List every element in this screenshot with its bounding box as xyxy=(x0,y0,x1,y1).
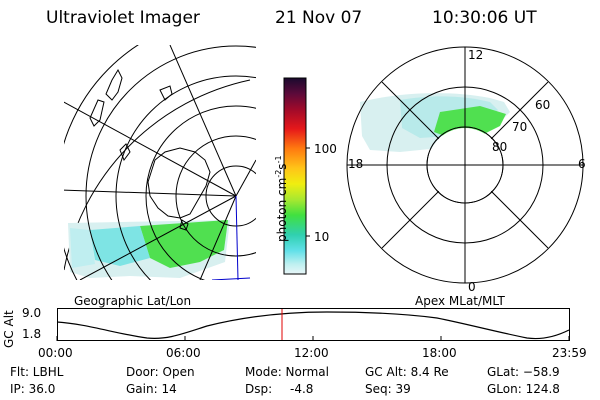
info-gain: Gain: 14 xyxy=(126,382,177,396)
lat-label-70: 70 xyxy=(512,120,528,134)
date-label: 21 Nov 07 xyxy=(275,8,363,28)
colorbar-tick-10: 10 xyxy=(314,230,330,244)
info-dsp-value: -4.8 xyxy=(290,382,314,396)
altitude-ylabel: GC Alt xyxy=(2,310,16,348)
lat-label-60: 60 xyxy=(535,98,551,112)
instrument-title: Ultraviolet Imager xyxy=(46,8,200,28)
info-glon: GLon: 124.8 xyxy=(487,382,560,396)
altitude-xtick-0: 00:00 xyxy=(38,346,73,360)
info-gc-alt: GC Alt: 8.4 Re xyxy=(365,365,449,379)
info-seq: Seq: 39 xyxy=(365,382,411,396)
info-mode: Mode: Normal xyxy=(245,365,329,379)
colorbar-tick-100: 100 xyxy=(314,142,337,156)
mlt-label-0: 0 xyxy=(468,280,476,294)
mlt-label-6: 6 xyxy=(578,157,586,171)
mlt-label-18: 18 xyxy=(348,157,364,171)
geographic-map xyxy=(64,45,256,280)
time-label: 10:30:06 UT xyxy=(432,8,537,28)
mlt-label-12: 12 xyxy=(468,48,484,62)
lat-label-80: 80 xyxy=(492,140,508,154)
info-filter: Flt: LBHL xyxy=(10,365,64,379)
info-door: Door: Open xyxy=(126,365,195,379)
altitude-xtick-4: 23:59 xyxy=(552,346,587,360)
altitude-plot xyxy=(56,308,570,341)
altitude-xtick-1: 06:00 xyxy=(166,346,201,360)
altitude-ytick-high: 9.0 xyxy=(22,306,42,320)
polar-plot-label: Apex MLat/MLT xyxy=(415,294,505,308)
info-dsp-label: Dsp: xyxy=(245,382,273,396)
info-ip: IP: 36.0 xyxy=(10,382,56,396)
geo-emission-region xyxy=(68,220,230,278)
colorbar xyxy=(283,77,310,275)
altitude-ytick-low: 1.8 xyxy=(22,327,42,341)
colorbar-label: photon cm-2s-1 xyxy=(274,155,289,242)
polar-plot xyxy=(346,46,584,284)
altitude-xtick-3: 18:00 xyxy=(422,346,457,360)
geo-map-label: Geographic Lat/Lon xyxy=(74,294,192,308)
altitude-xtick-2: 12:00 xyxy=(294,346,329,360)
info-glat: GLat: −58.9 xyxy=(487,365,560,379)
